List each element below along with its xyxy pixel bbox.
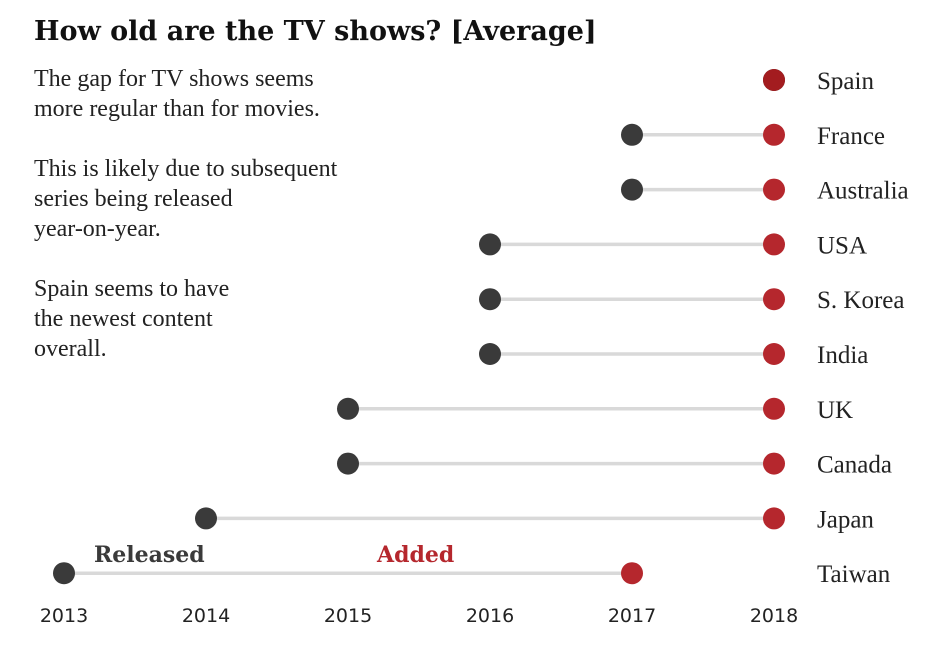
chart-title: How old are the TV shows? [Average]: [34, 16, 597, 47]
added-point: [621, 562, 643, 585]
released-point: [621, 178, 643, 201]
country-label: Japan: [817, 506, 874, 533]
country-label: India: [817, 342, 868, 369]
country-label: S. Korea: [817, 287, 904, 314]
x-tick-label: 2013: [40, 605, 88, 627]
annotation-line: year-on-year.: [34, 216, 161, 242]
country-labels: Spain France Australia USA S. Korea India UK Ca…: [817, 68, 909, 588]
legend-released: Released: [94, 542, 205, 568]
released-point: [195, 507, 217, 530]
connector-lines: [64, 133, 774, 575]
released-point: [479, 233, 501, 256]
released-point: [337, 397, 359, 420]
added-point: [763, 123, 785, 146]
country-label: Spain: [817, 68, 874, 95]
x-tick-label: 2015: [324, 605, 372, 627]
country-label: UK: [817, 397, 853, 424]
x-axis-ticks: 2013 2014 2015 2016 2017 2018: [40, 605, 798, 627]
released-point: [479, 288, 501, 311]
country-label: Taiwan: [817, 561, 891, 588]
added-point: [763, 233, 785, 256]
added-point: [763, 288, 785, 311]
annotation-text: The gap for TV shows seems more regular t…: [34, 66, 338, 362]
added-point: [763, 343, 785, 365]
released-point: [337, 452, 359, 475]
country-label: USA: [817, 232, 867, 259]
released-point: [53, 562, 75, 585]
legend-added: Added: [376, 542, 454, 568]
released-point: [621, 123, 643, 146]
added-points: [621, 69, 785, 585]
x-tick-label: 2018: [750, 605, 798, 627]
country-label: France: [817, 123, 885, 150]
annotation-line: the newest content: [34, 306, 213, 332]
x-tick-label: 2016: [466, 605, 514, 627]
added-point: [763, 452, 785, 475]
annotation-line: The gap for TV shows seems: [34, 66, 314, 92]
annotation-line: more regular than for movies.: [34, 96, 320, 122]
annotation-line: series being released: [34, 186, 233, 212]
country-label: Canada: [817, 452, 892, 479]
country-label: Australia: [817, 178, 909, 205]
added-point: [763, 178, 785, 201]
added-point: [763, 507, 785, 530]
annotation-line: overall.: [34, 336, 107, 362]
x-tick-label: 2017: [608, 605, 656, 627]
added-point: [763, 69, 785, 91]
added-point: [763, 397, 785, 420]
released-point: [479, 343, 501, 365]
x-tick-label: 2014: [182, 605, 230, 627]
annotation-line: This is likely due to subsequent: [34, 156, 338, 182]
annotation-line: Spain seems to have: [34, 276, 229, 302]
